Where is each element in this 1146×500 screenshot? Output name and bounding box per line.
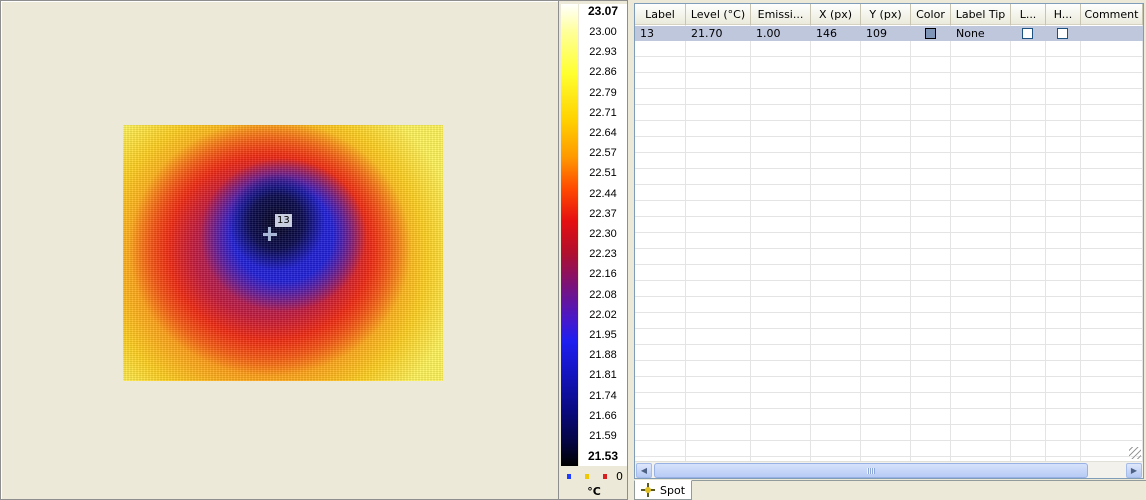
- tab-spot[interactable]: Spot: [634, 480, 692, 500]
- scroll-left-icon[interactable]: ◀: [636, 463, 652, 478]
- column-header[interactable]: Level (°C): [686, 4, 751, 25]
- scroll-right-icon[interactable]: ▶: [1126, 463, 1142, 478]
- column-header[interactable]: Color: [911, 4, 951, 25]
- table-header: Label Level (°C) Emissi... X (px) Y (px) Colo…: [635, 4, 1143, 25]
- scale-tick-label: 22.93: [589, 46, 617, 59]
- cell-emissivity[interactable]: 1.00: [756, 27, 781, 40]
- column-header[interactable]: Label: [635, 4, 686, 25]
- thermal-image-pane[interactable]: 13: [0, 0, 558, 500]
- scale-markers: 0: [561, 469, 627, 483]
- scale-tick-label: 21.95: [589, 329, 617, 341]
- column-header[interactable]: L...: [1011, 4, 1046, 25]
- scale-tick-label: 22.57: [589, 147, 617, 160]
- scale-tick-label: 22.16: [589, 268, 617, 281]
- scale-tick-label: 21.66: [589, 409, 617, 422]
- spot-crosshair-icon[interactable]: [263, 227, 277, 241]
- temperature-scale: 23.07 23.00 22.93 22.86 22.79 22.71 22.64 22.5…: [558, 0, 628, 500]
- checkbox-h[interactable]: [1057, 28, 1068, 39]
- scale-tick-label: 22.08: [589, 288, 617, 301]
- spot-marker-label[interactable]: 13: [275, 214, 292, 227]
- marker-red-icon: [603, 474, 607, 479]
- color-palette-strip[interactable]: [561, 4, 578, 466]
- cell-x[interactable]: 146: [816, 27, 837, 40]
- cell-label[interactable]: 13: [640, 27, 654, 40]
- scale-min-label[interactable]: 21.53: [587, 449, 619, 463]
- cell-y[interactable]: 109: [866, 27, 887, 40]
- thermal-image[interactable]: [123, 125, 443, 381]
- cell-level[interactable]: 21.70: [691, 27, 723, 40]
- checkbox-l[interactable]: [1022, 28, 1033, 39]
- marker-yellow-icon: [585, 474, 589, 479]
- scale-tick-label: 22.71: [589, 106, 617, 119]
- cell-label-tip[interactable]: None: [956, 27, 985, 40]
- horizontal-scrollbar[interactable]: ◀ ▶: [635, 461, 1143, 478]
- column-header[interactable]: Emissi...: [751, 4, 811, 25]
- scale-max-label[interactable]: 23.07: [587, 4, 619, 18]
- spot-crosshair-icon: [641, 483, 655, 497]
- scale-tick-label: 21.88: [589, 349, 617, 362]
- scale-labels: 23.07 23.00 22.93 22.86 22.79 22.71 22.64 22.5…: [579, 4, 627, 466]
- scroll-thumb[interactable]: [654, 463, 1088, 478]
- column-header[interactable]: X (px): [811, 4, 861, 25]
- color-swatch[interactable]: [925, 28, 936, 39]
- column-header[interactable]: Comment: [1081, 4, 1143, 25]
- column-header[interactable]: H...: [1046, 4, 1081, 25]
- scale-tick-label: 21.74: [589, 389, 617, 402]
- scale-tick-label: 22.30: [589, 228, 617, 240]
- scale-tick-label: 22.44: [589, 187, 617, 200]
- marker-count: 0: [616, 470, 623, 483]
- column-header[interactable]: Label Tip: [951, 4, 1011, 25]
- scale-tick-label: 22.23: [589, 248, 617, 261]
- tab-strip: Spot: [634, 480, 1146, 500]
- cell-comment[interactable]: [1081, 26, 1143, 41]
- scale-tick-label: 22.51: [589, 167, 617, 180]
- splitter[interactable]: [628, 0, 634, 500]
- scale-tick-label: 21.81: [589, 369, 617, 382]
- resize-grip-icon[interactable]: [1129, 447, 1141, 459]
- scale-tick-label: 22.64: [589, 127, 617, 139]
- column-header[interactable]: Y (px): [861, 4, 911, 25]
- table-row[interactable]: 13 21.70 1.00 146 109 None: [635, 26, 1143, 41]
- scale-tick-label: 22.02: [589, 308, 617, 321]
- scale-tick-label: 22.79: [589, 86, 617, 99]
- scale-tick-label: 23.00: [589, 26, 617, 38]
- measurement-table: Label Level (°C) Emissi... X (px) Y (px) Colo…: [634, 3, 1144, 479]
- tab-label: Spot: [660, 483, 686, 497]
- marker-blue-icon: [567, 474, 571, 479]
- scale-tick-label: 22.86: [589, 66, 617, 79]
- scale-unit-label: °C: [587, 485, 601, 498]
- scale-tick-label: 21.59: [589, 430, 617, 442]
- scale-tick-label: 22.37: [589, 207, 617, 220]
- table-grid-rows: [635, 25, 1143, 461]
